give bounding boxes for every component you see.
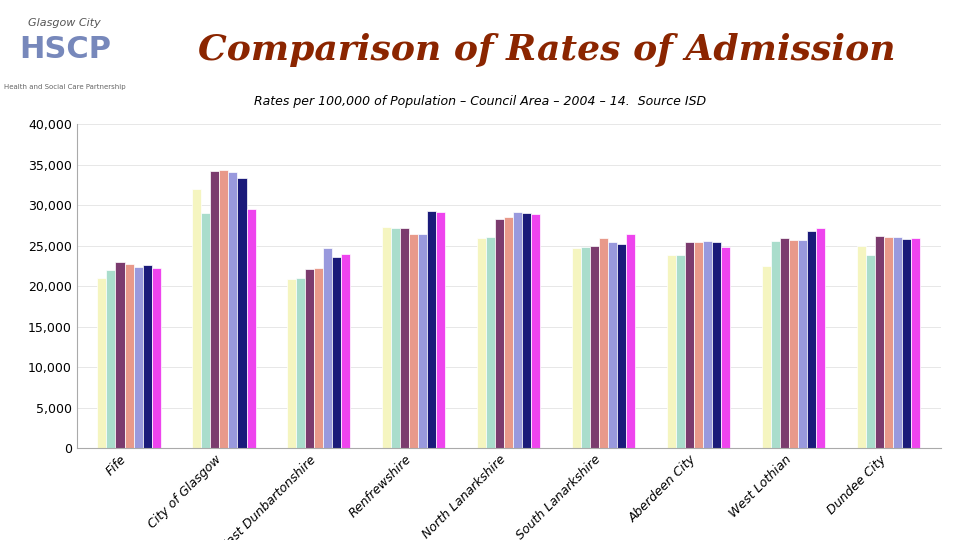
Bar xyxy=(816,228,826,448)
Text: Comparison of Rates of Admission: Comparison of Rates of Admission xyxy=(199,33,896,67)
Bar xyxy=(142,265,152,448)
Bar xyxy=(807,231,816,448)
Bar xyxy=(721,246,731,448)
Bar xyxy=(107,270,115,448)
Bar xyxy=(382,227,392,448)
Bar xyxy=(210,171,220,448)
Bar xyxy=(98,278,107,448)
Bar xyxy=(676,255,685,448)
Bar xyxy=(419,233,427,448)
Bar xyxy=(297,278,305,448)
Bar xyxy=(866,255,876,448)
Bar xyxy=(152,268,160,448)
Bar xyxy=(798,240,807,448)
Bar xyxy=(487,237,495,448)
Bar xyxy=(590,246,599,448)
Bar xyxy=(712,241,721,448)
Bar xyxy=(305,269,314,448)
Bar xyxy=(427,211,437,448)
Bar xyxy=(581,246,590,448)
Bar xyxy=(220,170,228,448)
Bar xyxy=(771,241,780,448)
Bar xyxy=(202,213,210,448)
Bar xyxy=(667,255,676,448)
Bar xyxy=(617,244,626,448)
Bar xyxy=(409,233,419,448)
Bar xyxy=(247,209,255,448)
Bar xyxy=(599,238,609,448)
Bar xyxy=(522,213,531,448)
Bar xyxy=(902,239,911,448)
Bar xyxy=(342,254,350,448)
Text: Rates per 100,000 of Population – Council Area – 2004 – 14.  Source ISD: Rates per 100,000 of Population – Counci… xyxy=(254,95,706,108)
Bar xyxy=(133,267,142,448)
Bar xyxy=(477,238,487,448)
Bar xyxy=(237,178,247,448)
Bar xyxy=(780,238,789,448)
Bar xyxy=(125,264,133,448)
Bar xyxy=(514,212,522,448)
Bar xyxy=(314,267,324,448)
Bar xyxy=(392,228,400,448)
Bar xyxy=(609,242,617,448)
Bar xyxy=(115,262,125,448)
Bar xyxy=(703,241,712,448)
Bar xyxy=(685,241,694,448)
Bar xyxy=(504,217,514,448)
Bar xyxy=(192,189,202,448)
Bar xyxy=(332,257,342,448)
Bar xyxy=(884,237,893,448)
Bar xyxy=(789,240,798,448)
Bar xyxy=(228,172,237,448)
Bar xyxy=(694,241,703,448)
Bar xyxy=(893,237,902,448)
Bar xyxy=(857,246,866,448)
Bar xyxy=(324,248,332,448)
Bar xyxy=(495,219,504,448)
Bar xyxy=(400,228,409,448)
Text: Health and Social Care Partnership: Health and Social Care Partnership xyxy=(4,84,126,90)
Bar xyxy=(531,214,540,448)
Bar xyxy=(876,236,884,448)
Bar xyxy=(287,279,297,448)
Bar xyxy=(626,233,636,448)
Text: Glasgow City: Glasgow City xyxy=(29,18,101,28)
Bar xyxy=(911,238,920,448)
Bar xyxy=(437,212,445,448)
Text: HSCP: HSCP xyxy=(19,36,110,64)
Bar xyxy=(572,248,581,448)
Bar xyxy=(762,266,771,448)
